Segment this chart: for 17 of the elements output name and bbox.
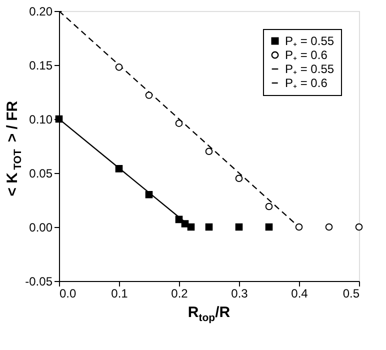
y-tick-label: 0.15 xyxy=(29,58,53,72)
x-tick-label: 0.2 xyxy=(171,286,188,300)
legend-label: P₊ = 0.6 xyxy=(285,76,328,90)
y-tick-label: 0.00 xyxy=(29,220,53,234)
x-tick-label: 0.0 xyxy=(60,286,77,300)
x-tick-label: 0.1 xyxy=(111,286,128,300)
legend-label: P₊ = 0.55 xyxy=(285,62,334,76)
y-tick-label: 0.20 xyxy=(29,4,53,18)
legend-label: P₊ = 0.55 xyxy=(285,34,334,48)
x-tick-label: 0.5 xyxy=(342,286,360,300)
y-axis-title: < KTOT > / FR xyxy=(4,100,24,196)
legend-label: P₊ = 0.6 xyxy=(285,48,328,62)
y-tick-label: -0.05 xyxy=(25,274,53,288)
x-tick-label: 0.3 xyxy=(231,286,248,300)
x-tick-label: 0.4 xyxy=(291,286,308,300)
y-tick-label: 0.10 xyxy=(29,112,53,126)
y-tick-label: 0.05 xyxy=(29,166,53,180)
